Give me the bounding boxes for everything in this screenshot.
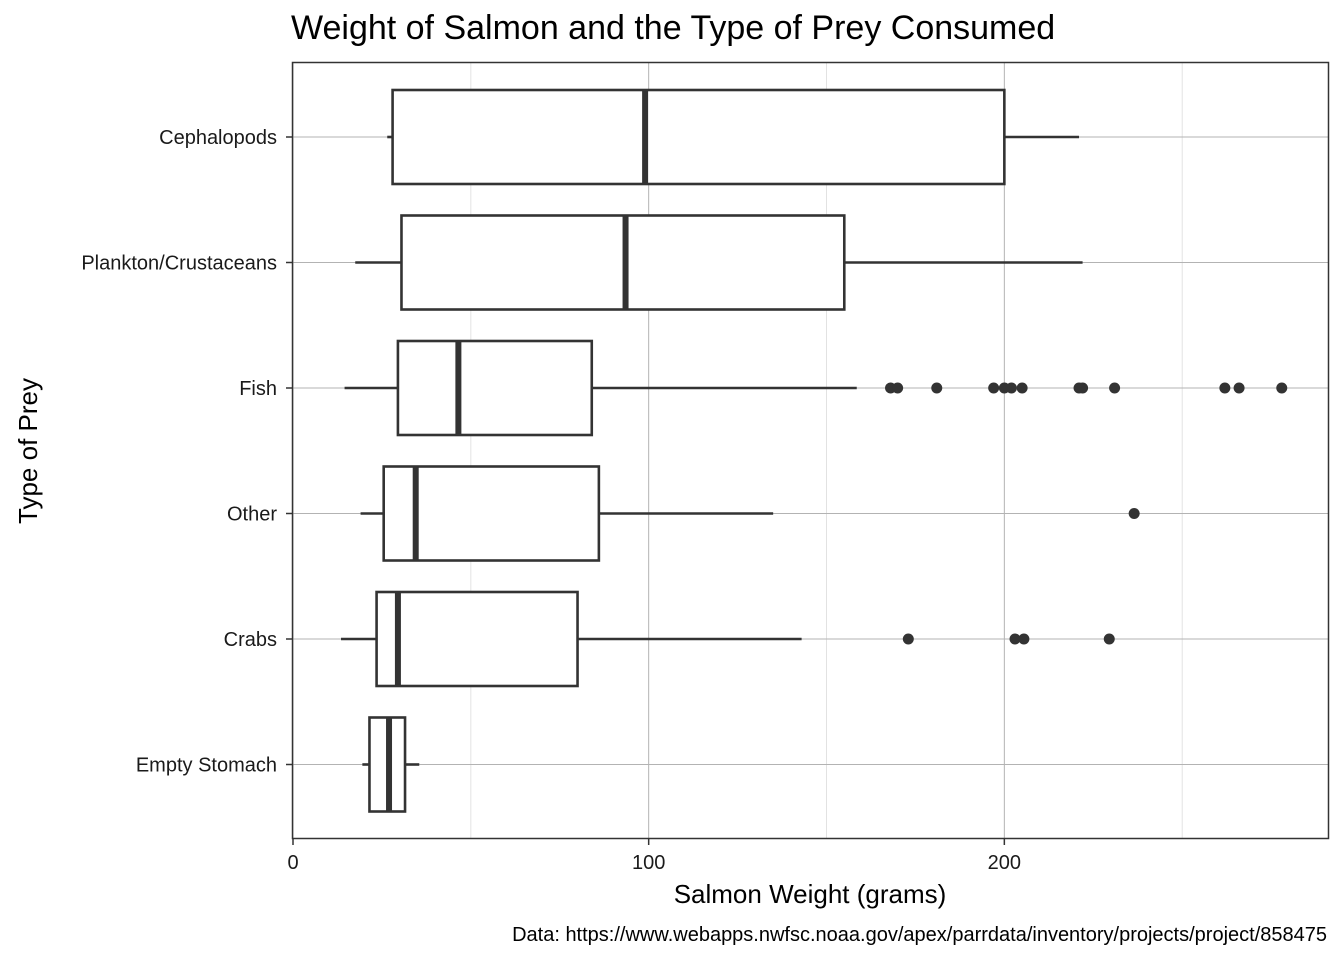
box-group	[355, 214, 1083, 311]
box-group	[360, 465, 1140, 562]
chart-title: Weight of Salmon and the Type of Prey Co…	[291, 9, 1055, 47]
box-group	[341, 590, 1115, 688]
outlier-point	[892, 382, 904, 394]
y-tick-label: Cephalopods	[159, 127, 277, 149]
box-iqr	[375, 590, 579, 688]
x-axis-title: Salmon Weight (grams)	[674, 879, 947, 909]
outlier-point	[988, 382, 1000, 394]
outlier-point	[902, 633, 914, 645]
chart-caption: Data: https://www.webapps.nwfsc.noaa.gov…	[512, 924, 1327, 946]
outlier-point	[931, 382, 943, 394]
x-tick-label: 200	[988, 852, 1021, 874]
outlier-point	[1276, 382, 1288, 394]
box-series	[341, 88, 1288, 813]
box-iqr	[391, 88, 1006, 186]
box-iqr	[382, 465, 601, 562]
outlier-point	[1219, 382, 1231, 394]
outlier-point	[1005, 382, 1017, 394]
x-tick-label: 0	[287, 852, 298, 874]
minor-gridlines	[470, 63, 1183, 838]
box-group	[362, 716, 420, 813]
box-group	[344, 339, 1288, 437]
outlier-point	[1128, 508, 1140, 519]
x-axis: 0 100 200	[287, 838, 1021, 874]
y-tick-label: Empty Stomach	[136, 755, 277, 777]
outlier-point	[1103, 633, 1115, 645]
y-tick-label: Crabs	[224, 629, 277, 651]
box-group	[387, 88, 1080, 186]
panel-border	[291, 61, 1330, 840]
outlier-point	[1233, 382, 1245, 394]
outlier-point	[1016, 382, 1028, 394]
y-axis-title: Type of Prey	[13, 378, 43, 524]
box-iqr	[396, 339, 594, 437]
outlier-point	[1109, 382, 1121, 394]
outlier-point	[1077, 382, 1089, 394]
y-tick-label: Fish	[239, 378, 277, 400]
outlier-point	[1009, 633, 1021, 645]
x-tick-label: 100	[632, 852, 665, 874]
y-tick-label: Other	[227, 504, 277, 526]
y-tick-label: Plankton/Crustaceans	[81, 253, 277, 275]
outlier-point	[1018, 633, 1030, 645]
y-axis: Cephalopods Plankton/Crustaceans Fish Other…	[81, 127, 293, 777]
